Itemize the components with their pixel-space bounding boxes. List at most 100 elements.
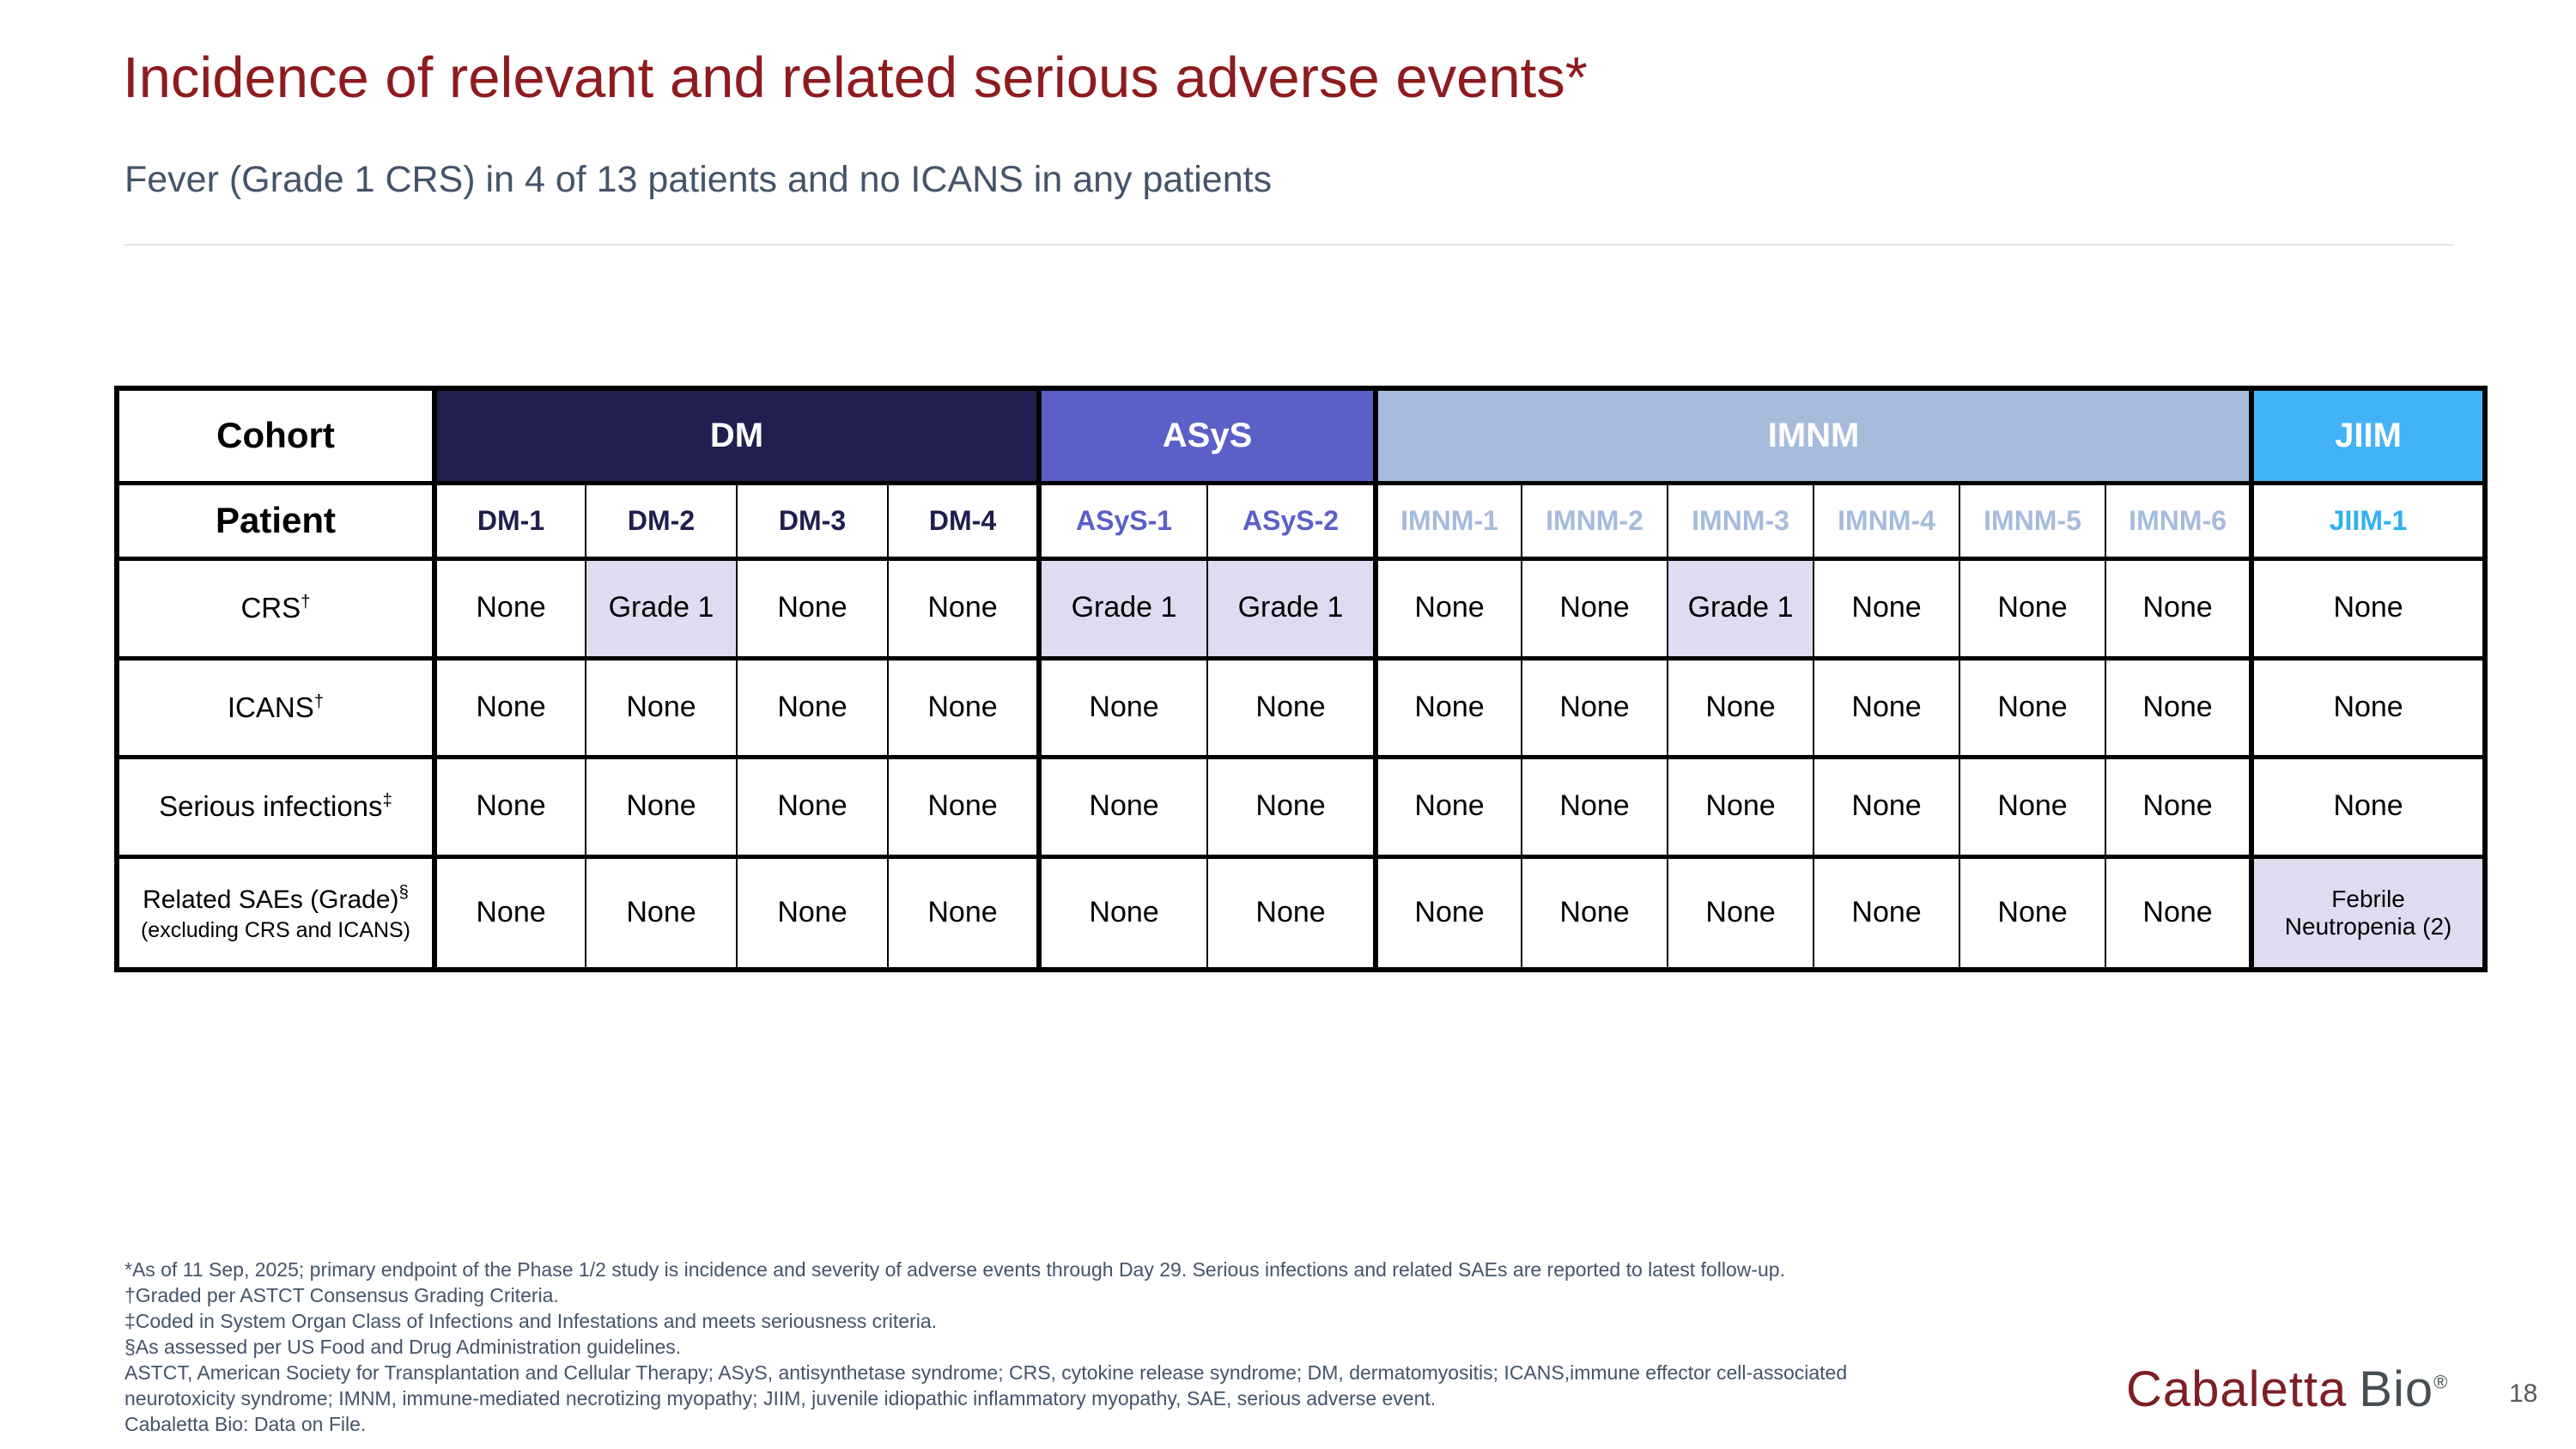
patient-id: ASyS-2 — [1206, 480, 1377, 561]
patient-id: DM-1 — [432, 480, 586, 561]
value-cell: None — [1373, 556, 1523, 661]
logo-suffix-text: Bio — [2359, 1361, 2434, 1417]
page-title: Incidence of relevant and related seriou… — [123, 46, 1588, 110]
value-cell: None — [1036, 655, 1209, 759]
value-cell: None — [432, 655, 586, 759]
value-cell: None — [432, 556, 586, 661]
value-cell: None — [1521, 854, 1669, 972]
value-cell: None — [1667, 854, 1815, 972]
value-cell: None — [1206, 854, 1377, 972]
patient-id: IMNM-1 — [1373, 480, 1523, 561]
value-cell: None — [1667, 754, 1815, 859]
logo-brand-text: Cabaletta — [2126, 1361, 2348, 1417]
footnote-line: †Graded per ASTCT Consensus Grading Crit… — [125, 1284, 559, 1306]
value-cell: None — [736, 655, 889, 759]
value-cell: None — [1813, 854, 1961, 972]
value-cell: None — [1959, 556, 2107, 661]
value-cell: None — [736, 754, 889, 859]
serious-infections-row: Serious infections‡ None None None None … — [116, 754, 2487, 859]
cohort-dm-header: DM — [431, 386, 1041, 485]
value-cell: None — [2249, 655, 2487, 759]
value-cell: None — [736, 854, 889, 972]
cohort-label: Cohort — [116, 386, 435, 485]
cohort-jiim-header: JIIM — [2249, 386, 2487, 485]
footnote-line: neurotoxicity syndrome; IMNM, immune-med… — [125, 1387, 1437, 1409]
value-cell: None — [1521, 556, 1669, 661]
value-cell: None — [2249, 754, 2487, 859]
row-label-serious-infections: Serious infections‡ — [116, 754, 435, 859]
patient-label: Patient — [116, 480, 435, 561]
value-cell: None — [1959, 655, 2107, 759]
value-cell: None — [1959, 854, 2107, 972]
patient-id: IMNM-3 — [1667, 480, 1815, 561]
row-label-crs: CRS† — [116, 556, 435, 661]
value-cell: None — [1667, 655, 1815, 759]
registered-mark-icon: ® — [2433, 1371, 2449, 1393]
patient-id: DM-4 — [886, 480, 1041, 561]
value-cell: None — [1373, 655, 1523, 759]
value-cell: None — [585, 854, 738, 972]
value-cell: None — [1373, 854, 1523, 972]
cabaletta-bio-logo: Cabaletta Bio® — [2126, 1361, 2448, 1418]
value-cell: None — [886, 854, 1041, 972]
footnote-line: ‡Coded in System Organ Class of Infectio… — [125, 1310, 938, 1332]
value-cell: None — [886, 754, 1041, 859]
value-cell: None — [2105, 655, 2253, 759]
patient-id: ASyS-1 — [1036, 480, 1209, 561]
value-cell: None — [1813, 655, 1961, 759]
footnote-line: *As of 11 Sep, 2025; primary endpoint of… — [125, 1258, 1785, 1281]
row-sublabel: (excluding CRS and ICANS) — [140, 918, 410, 943]
patient-id: IMNM-4 — [1813, 480, 1961, 561]
cohort-imnm-header: IMNM — [1373, 386, 2253, 485]
value-cell: None — [2249, 556, 2487, 661]
value-cell: None — [1036, 754, 1209, 859]
patient-id: JIIM-1 — [2249, 480, 2487, 561]
value-cell: None — [1206, 754, 1377, 859]
crs-row: CRS† None Grade 1 None None Grade 1 Grad… — [116, 556, 2487, 661]
value-cell: Febrile Neutropenia (2) — [2249, 854, 2487, 972]
cohort-asys-header: ASyS — [1036, 386, 1377, 485]
value-cell: None — [1813, 556, 1961, 661]
value-cell: None — [1373, 754, 1523, 859]
header-divider — [125, 244, 2453, 246]
value-cell: None — [585, 754, 738, 859]
row-label-related-saes: Related SAEs (Grade)§ (excluding CRS and… — [116, 854, 435, 972]
value-cell: None — [1206, 655, 1377, 759]
value-cell: None — [2105, 754, 2253, 859]
footnote-line: §As assessed per US Food and Drug Admini… — [125, 1336, 682, 1358]
value-cell: None — [1036, 854, 1209, 972]
row-label-icans: ICANS† — [116, 655, 435, 759]
value-cell: None — [2105, 854, 2253, 972]
value-cell: None — [1813, 754, 1961, 859]
adverse-events-table: Cohort DM ASyS IMNM JIIM Patient DM-1 DM… — [114, 386, 2488, 972]
patient-id: IMNM-6 — [2105, 480, 2253, 561]
value-cell: Grade 1 — [1206, 556, 1377, 661]
value-cell: None — [1521, 655, 1669, 759]
patient-header-row: Patient DM-1 DM-2 DM-3 DM-4 ASyS-1 ASyS-… — [116, 480, 2487, 561]
value-cell: None — [432, 754, 586, 859]
value-cell: None — [432, 854, 586, 972]
related-saes-row: Related SAEs (Grade)§ (excluding CRS and… — [116, 854, 2487, 972]
value-cell: None — [1959, 754, 2107, 859]
cohort-header-row: Cohort DM ASyS IMNM JIIM — [116, 386, 2487, 485]
patient-id: DM-2 — [585, 480, 738, 561]
patient-id: DM-3 — [736, 480, 889, 561]
page-number: 18 — [2509, 1379, 2538, 1408]
value-cell: None — [886, 655, 1041, 759]
footnotes: *As of 11 Sep, 2025; primary endpoint of… — [125, 1257, 1847, 1437]
icans-row: ICANS† None None None None None None Non… — [116, 655, 2487, 759]
value-cell: Grade 1 — [585, 556, 738, 661]
value-cell: None — [1521, 754, 1669, 859]
value-cell: None — [736, 556, 889, 661]
footnote-line: Cabaletta Bio: Data on File. — [125, 1413, 367, 1435]
value-cell: None — [585, 655, 738, 759]
value-cell: Grade 1 — [1667, 556, 1815, 661]
value-cell: None — [886, 556, 1041, 661]
footnote-line: ASTCT, American Society for Transplantat… — [125, 1361, 1848, 1384]
value-cell: None — [2105, 556, 2253, 661]
patient-id: IMNM-2 — [1521, 480, 1669, 561]
page-subtitle: Fever (Grade 1 CRS) in 4 of 13 patients … — [125, 159, 1273, 200]
value-cell: Grade 1 — [1036, 556, 1209, 661]
patient-id: IMNM-5 — [1959, 480, 2107, 561]
